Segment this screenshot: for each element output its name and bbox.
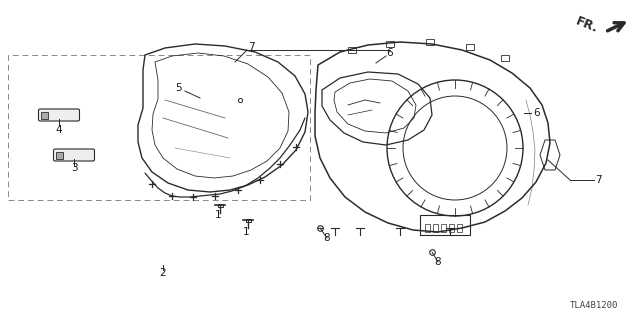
Bar <box>8 55 310 200</box>
Bar <box>433 224 438 232</box>
Bar <box>41 111 48 118</box>
Bar <box>386 41 394 47</box>
Bar <box>56 151 63 158</box>
Bar <box>457 224 462 232</box>
Text: 6: 6 <box>387 48 394 58</box>
Text: 8: 8 <box>324 233 330 243</box>
Bar <box>501 55 509 61</box>
Text: FR.: FR. <box>573 14 600 35</box>
Bar <box>466 44 474 50</box>
FancyBboxPatch shape <box>54 149 95 161</box>
Bar <box>348 47 356 53</box>
Bar <box>246 219 250 221</box>
Text: 3: 3 <box>70 163 77 173</box>
Bar <box>420 215 470 235</box>
Text: 7: 7 <box>248 42 255 52</box>
Text: 4: 4 <box>56 125 62 135</box>
Bar <box>218 204 223 206</box>
Bar <box>449 224 454 232</box>
Text: 2: 2 <box>160 268 166 278</box>
Bar <box>441 224 446 232</box>
Text: 1: 1 <box>214 210 221 220</box>
Text: 1: 1 <box>243 227 250 237</box>
Text: TLA4B1200: TLA4B1200 <box>570 300 618 309</box>
Text: 6: 6 <box>534 108 540 118</box>
Bar <box>425 224 430 232</box>
Bar <box>426 39 434 45</box>
Text: 8: 8 <box>435 257 442 267</box>
Text: 7: 7 <box>595 175 602 185</box>
FancyBboxPatch shape <box>38 109 79 121</box>
Text: 5: 5 <box>175 83 181 93</box>
